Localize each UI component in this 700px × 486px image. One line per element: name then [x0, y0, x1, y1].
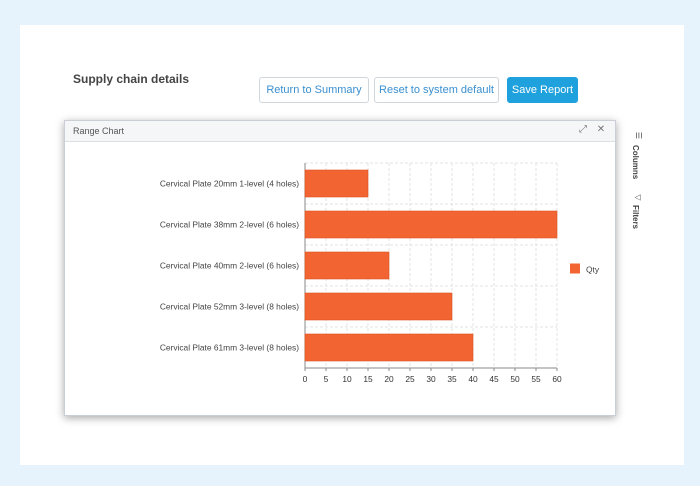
x-tick-label: 35: [447, 374, 457, 384]
x-tick-label: 45: [489, 374, 499, 384]
category-label: Cervical Plate 40mm 2-level (6 holes): [160, 261, 299, 271]
legend-label: Qty: [586, 265, 600, 275]
category-label: Cervical Plate 20mm 1-level (4 holes): [160, 179, 299, 189]
bar: [304, 292, 453, 321]
filters-tab[interactable]: ▽ Filters: [626, 191, 652, 231]
legend-swatch: [570, 263, 580, 274]
category-label: Cervical Plate 61mm 3-level (8 holes): [160, 343, 299, 353]
chart-window-title: Range Chart: [73, 126, 125, 136]
x-tick-label: 55: [531, 374, 541, 384]
x-tick-label: 40: [468, 374, 478, 384]
category-label: Cervical Plate 38mm 2-level (6 holes): [160, 220, 299, 230]
page-title: Supply chain details: [73, 72, 190, 86]
range-chart: Cervical Plate 20mm 1-level (4 holes) Cer…: [160, 162, 600, 384]
columns-tab-label: Columns: [631, 145, 640, 180]
x-tick-label: 10: [342, 374, 352, 384]
bar: [304, 169, 369, 198]
chart-header: Range Chart ⤢ ✕: [65, 121, 615, 142]
reset-to-default-button[interactable]: Reset to system default: [374, 77, 499, 103]
x-tick-label: 25: [405, 374, 415, 384]
x-tick-label: 5: [324, 374, 329, 384]
columns-tab[interactable]: ☰ Columns: [626, 127, 652, 183]
x-tick-label: 60: [552, 374, 562, 384]
close-icon[interactable]: ✕: [596, 124, 606, 135]
category-label: Cervical Plate 52mm 3-level (8 holes): [160, 302, 299, 312]
save-report-button[interactable]: Save Report: [507, 77, 578, 103]
columns-icon: ☰: [634, 131, 644, 140]
bar: [304, 333, 474, 362]
filter-icon: ▽: [633, 194, 643, 201]
filters-tab-label: Filters: [631, 205, 640, 230]
x-tick-label: 20: [384, 374, 394, 384]
x-tick-label: 0: [303, 374, 308, 384]
side-panel-tabs: ☰ Columns ▽ Filters: [626, 127, 652, 229]
return-to-summary-button[interactable]: Return to Summary: [259, 77, 369, 103]
bar: [304, 210, 558, 239]
x-tick-label: 50: [510, 374, 520, 384]
x-tick-label: 30: [426, 374, 436, 384]
bar: [304, 251, 390, 280]
range-chart-window: Range Chart ⤢ ✕ Cervical Plate 20mm 1-le…: [64, 120, 616, 416]
expand-icon[interactable]: ⤢: [579, 124, 587, 135]
x-tick-label: 15: [363, 374, 373, 384]
